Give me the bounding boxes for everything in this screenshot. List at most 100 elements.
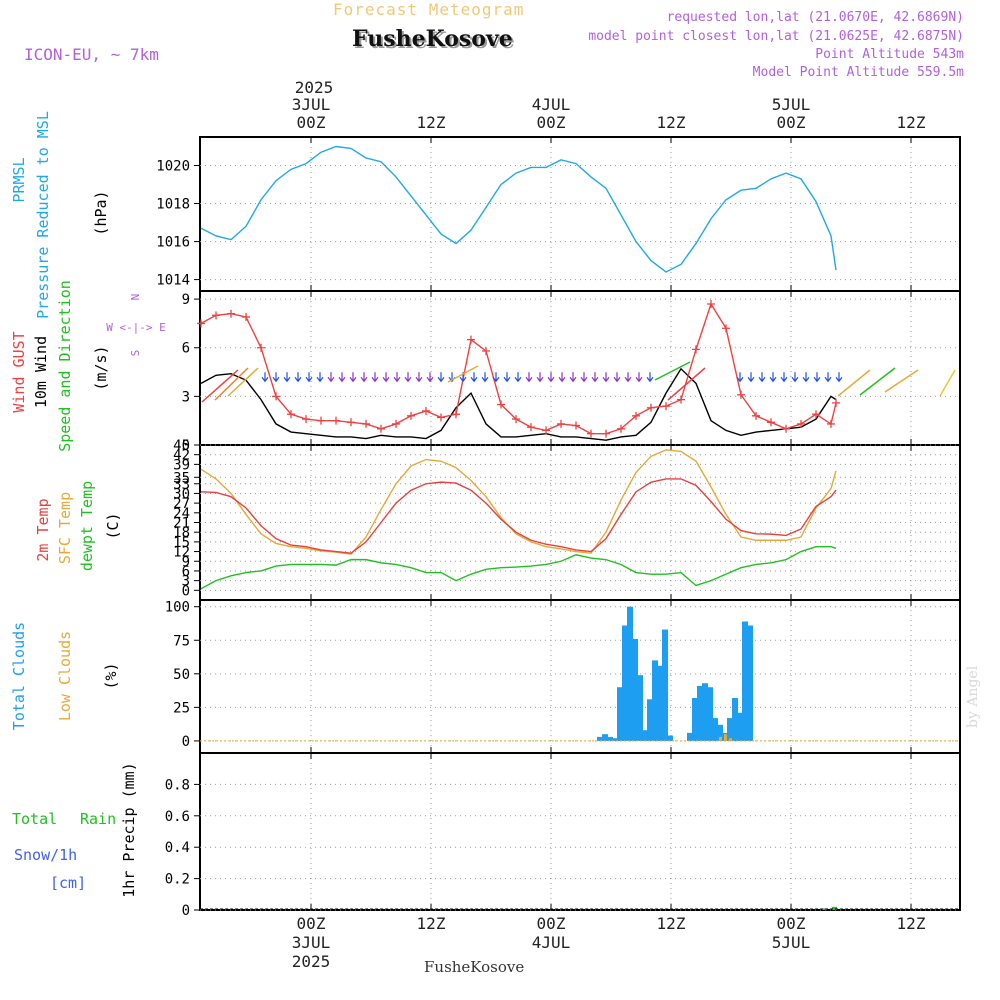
bottom-axis-day: 3JUL: [292, 933, 331, 952]
top-axis-year: 2025: [295, 78, 334, 97]
wind-barb: [667, 367, 706, 401]
temperature-ytick-label: 15: [173, 535, 190, 551]
wind-gust-line-point: [452, 410, 460, 419]
total-cloud-bar: [687, 732, 693, 741]
wind-direction-arrow: [481, 372, 489, 383]
wind-direction-arrow: [503, 372, 511, 383]
wind-gust-line-point: [362, 419, 370, 428]
temperature-ytick-label: 45: [173, 438, 190, 454]
wind-direction-arrow: [558, 372, 566, 383]
footer-station-name: FusheKosove: [424, 958, 525, 976]
precipitation-ytick-label: 0.8: [165, 777, 190, 793]
top-axis-hour: 12Z: [417, 113, 446, 132]
wind-gust-line-point: [572, 421, 580, 430]
clouds-ytick-label: 0: [182, 734, 190, 750]
pressure-label-1: PRMSL: [10, 157, 28, 202]
wind-gust-line-point: [242, 312, 250, 321]
wind-gust-line-point: [767, 418, 775, 427]
wind-direction-arrow: [536, 372, 544, 383]
prmsl-line: [200, 145, 837, 273]
wind-gust-line-point: [827, 419, 835, 428]
wind-direction-arrow: [525, 372, 533, 383]
wind-gust-line-point: [722, 324, 730, 333]
wind-barb: [884, 369, 919, 393]
temperature-ytick-label: 0: [182, 583, 190, 599]
bottom-axis-year: 2025: [292, 952, 331, 971]
cloud-label-low: Low Clouds: [56, 631, 74, 721]
top-axis-day: 4JUL: [532, 95, 571, 114]
wind-gust-line-point: [677, 395, 685, 404]
cloud-unit: (%): [102, 662, 120, 689]
total-cloud-bar: [742, 621, 748, 741]
wind-direction-arrow: [602, 372, 610, 383]
total-cloud-bar: [617, 687, 623, 741]
precip-label-rain: Rain: [80, 810, 116, 828]
bottom-axis-day: 5JUL: [772, 933, 811, 952]
wind-gust-line-point: [557, 419, 565, 428]
wind-ytick-label: 0: [182, 438, 190, 454]
low-cloud-bar: [719, 736, 722, 741]
wind-direction-arrow: [736, 372, 744, 383]
cloud-label-total: Total Clouds: [10, 622, 28, 730]
wind-gust-line-point: [512, 415, 520, 424]
total-cloud-bar: [662, 629, 668, 741]
bottom-axis-day: 4JUL: [532, 933, 571, 952]
total-cloud-bar: [717, 724, 723, 741]
closest-coordinates: model point closest lon,lat (21.0625E, 4…: [588, 29, 964, 44]
wind-gust-line-point: [812, 410, 820, 419]
wind-gust-line-point: [422, 406, 430, 415]
total-cloud-bar: [657, 665, 663, 741]
wind-direction-arrow: [437, 372, 445, 383]
total-cloud-bar: [692, 697, 698, 741]
temperature-ytick-label: 6: [182, 564, 190, 580]
total-cloud-bar: [652, 660, 658, 741]
wind-gust-line-point: [617, 424, 625, 433]
total-cloud-bar: [712, 718, 718, 741]
total-cloud-bar: [747, 625, 753, 741]
wind-direction-arrow: [591, 372, 599, 383]
temperature-ytick-label: 39: [173, 457, 190, 473]
wind-direction-arrow: [470, 372, 478, 383]
bottom-axis-hour: 12Z: [897, 914, 926, 933]
wind-gust-line-point: [257, 343, 265, 352]
rain-bar: [832, 906, 837, 910]
top-axis-day: 5JUL: [772, 95, 811, 114]
wind-direction-arrow: [261, 372, 269, 383]
wind-direction-arrow: [393, 372, 401, 383]
temp-unit: (C): [104, 512, 122, 539]
wind-label-10m: 10m Wind: [32, 336, 50, 408]
wind-ytick-label: 6: [182, 341, 190, 357]
precipitation-panel-frame: [199, 752, 961, 911]
wind-direction-arrow: [613, 372, 621, 383]
precipitation-ytick-label: 0.6: [165, 809, 190, 825]
wind-gust-line-point: [317, 416, 325, 425]
wind-gust-line-point: [692, 345, 700, 354]
wind-gust-line-point: [332, 416, 340, 425]
top-axis-day: 3JUL: [292, 95, 331, 114]
wind-gust-line-point: [527, 423, 535, 432]
temperature-ytick-label: 24: [173, 506, 190, 522]
temp-label-dewpt: dewpt Temp: [78, 481, 96, 571]
wind-barb: [227, 367, 259, 397]
wind-direction-arrow: [338, 372, 346, 383]
wind-barb: [939, 369, 956, 397]
pressure-ytick-label: 1020: [156, 159, 190, 175]
wind-direction-arrow: [824, 372, 832, 383]
temperature-ytick-label: 30: [173, 486, 190, 502]
wind-gust-line-point: [752, 411, 760, 420]
rain-bar: [822, 908, 827, 910]
2m-temp-line: [200, 478, 837, 554]
wind-gust-line-point: [287, 410, 295, 419]
temperature-ytick-label: 9: [182, 554, 190, 570]
pressure-ytick-label: 1016: [156, 235, 190, 251]
wind-gust-line: [200, 302, 837, 435]
point-altitude: Point Altitude 543m: [815, 47, 964, 62]
wind-direction-arrow: [327, 372, 335, 383]
wind-gust-line-point: [797, 419, 805, 428]
wind-panel-frame: [199, 290, 961, 446]
wind-gust-line-point: [662, 402, 670, 411]
wind-direction-arrow: [635, 372, 643, 383]
wind-direction-arrow: [294, 372, 302, 383]
bottom-axis-hour: 00Z: [297, 914, 326, 933]
